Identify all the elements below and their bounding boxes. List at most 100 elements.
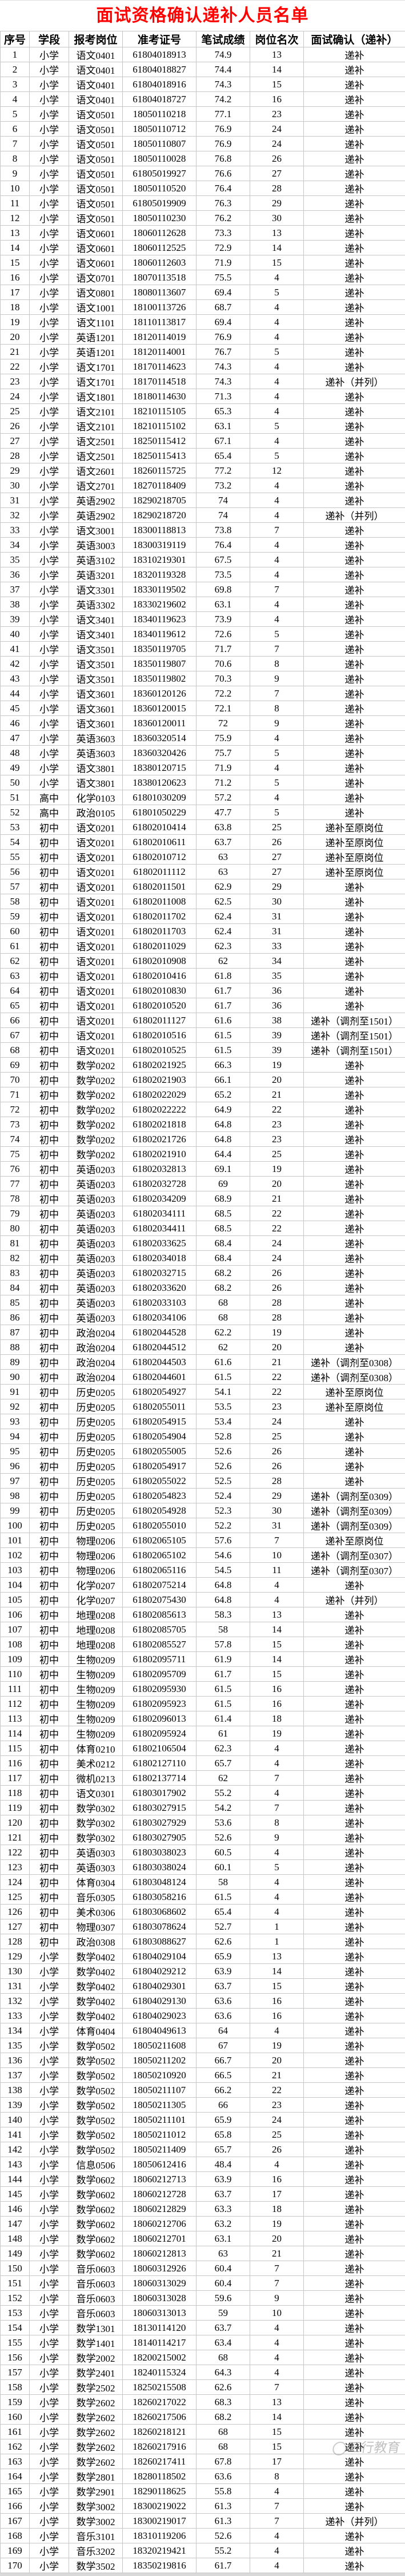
- cell-interview-confirm: 递补: [304, 478, 405, 493]
- cell-written-score: 61.5: [197, 1370, 250, 1385]
- cell-position: 数学3002: [69, 2514, 123, 2529]
- cell-written-score: 66.5: [197, 2068, 250, 2083]
- cell-interview-confirm: 递补至原岗位: [304, 1533, 405, 1548]
- cell-seq: 124: [1, 1875, 30, 1890]
- cell-interview-confirm: 递补: [304, 716, 405, 731]
- table-row: 57 初中 语文0201 61802011501 62.9 29 递补: [1, 879, 405, 894]
- cell-position-rank: 19: [250, 2217, 304, 2231]
- cell-position: 数学0202: [69, 1117, 123, 1132]
- cell-position-rank: 15: [250, 1637, 304, 1652]
- cell-position-rank: 14: [250, 62, 304, 77]
- cell-school-level: 初中: [30, 1741, 69, 1756]
- cell-seq: 70: [1, 1073, 30, 1087]
- cell-written-score: 65.8: [197, 2127, 250, 2142]
- cell-written-score: 63.7: [197, 835, 250, 850]
- cell-school-level: 初中: [30, 1266, 69, 1281]
- table-row: 149 小学 数学0602 18060212813 63 21 递补: [1, 2246, 405, 2261]
- cell-interview-confirm: 递补至原岗位: [304, 850, 405, 865]
- cell-position-rank: 4: [250, 2529, 304, 2543]
- cell-school-level: 小学: [30, 2142, 69, 2157]
- cell-ticket-number: 61802075214: [123, 1578, 197, 1593]
- cell-school-level: 小学: [30, 300, 69, 315]
- cell-seq: 63: [1, 969, 30, 983]
- cell-written-score: 67.8: [197, 2454, 250, 2469]
- cell-seq: 149: [1, 2246, 30, 2261]
- cell-school-level: 小学: [30, 2246, 69, 2261]
- cell-ticket-number: 18050211608: [123, 2038, 197, 2053]
- cell-position: 信息0506: [69, 2157, 123, 2172]
- cell-position: 语文3601: [69, 701, 123, 716]
- cell-ticket-number: 61802032813: [123, 1162, 197, 1177]
- table-row: 128 初中 政治0308 61803088627 62.6 1 递补: [1, 1934, 405, 1949]
- cell-school-level: 小学: [30, 241, 69, 255]
- cell-position: 语文3801: [69, 761, 123, 775]
- cell-seq: 46: [1, 716, 30, 731]
- cell-school-level: 小学: [30, 2499, 69, 2514]
- cell-seq: 40: [1, 627, 30, 642]
- table-row: 133 小学 数学0402 61804029023 63.6 16 递补: [1, 2009, 405, 2023]
- cell-position-rank: 23: [250, 1117, 304, 1132]
- cell-school-level: 小学: [30, 2172, 69, 2187]
- cell-seq: 10: [1, 181, 30, 196]
- cell-interview-confirm: 递补: [304, 2231, 405, 2246]
- cell-position-rank: 4: [250, 1786, 304, 1801]
- cell-school-level: 初中: [30, 865, 69, 879]
- cell-interview-confirm: 递补（并列）: [304, 1593, 405, 1607]
- cell-position: 英语0203: [69, 1236, 123, 1251]
- cell-interview-confirm: 递补: [304, 627, 405, 642]
- cell-position: 数学0302: [69, 1830, 123, 1845]
- cell-school-level: 初中: [30, 1370, 69, 1385]
- cell-ticket-number: 18300319119: [123, 538, 197, 553]
- cell-interview-confirm: 递补: [304, 2246, 405, 2261]
- cell-written-score: 65.7: [197, 2142, 250, 2157]
- cell-school-level: 小学: [30, 2543, 69, 2558]
- cell-position-rank: 9: [250, 716, 304, 731]
- cell-interview-confirm: 递补: [304, 1117, 405, 1132]
- cell-seq: 141: [1, 2127, 30, 2142]
- column-header-position-rank: 岗位名次: [250, 31, 304, 47]
- table-row: 140 小学 数学0502 18050211101 65.9 24 递补: [1, 2113, 405, 2127]
- cell-interview-confirm: 递补: [304, 1325, 405, 1340]
- cell-written-score: 54.1: [197, 1385, 250, 1399]
- cell-school-level: 小学: [30, 493, 69, 508]
- cell-position-rank: 13: [250, 47, 304, 62]
- cell-ticket-number: 61802055005: [123, 1444, 197, 1459]
- cell-interview-confirm: 递补: [304, 1578, 405, 1593]
- cell-position: 数学0402: [69, 1994, 123, 2009]
- cell-written-score: 52.4: [197, 1489, 250, 1503]
- cell-written-score: 71.2: [197, 775, 250, 790]
- cell-school-level: 小学: [30, 2321, 69, 2335]
- cell-position-rank: 4: [250, 1905, 304, 1919]
- table-row: 113 初中 生物0209 61802096013 61.4 18 递补: [1, 1711, 405, 1726]
- cell-seq: 126: [1, 1905, 30, 1919]
- table-row: 100 初中 历史0205 61802055010 52.2 31 递补（调剂至…: [1, 1518, 405, 1533]
- cell-position-rank: 27: [250, 850, 304, 865]
- cell-written-score: 68.3: [197, 2395, 250, 2410]
- cell-ticket-number: 61802034111: [123, 1206, 197, 1221]
- cell-interview-confirm: 递补: [304, 1726, 405, 1741]
- cell-ticket-number: 61803088627: [123, 1934, 197, 1949]
- cell-written-score: 64.4: [197, 1147, 250, 1162]
- cell-school-level: 小学: [30, 2454, 69, 2469]
- cell-seq: 168: [1, 2529, 30, 2543]
- cell-position-rank: 4: [250, 1890, 304, 1905]
- cell-ticket-number: 61802010908: [123, 954, 197, 969]
- cell-position: 语文0401: [69, 47, 123, 62]
- cell-position: 数学0302: [69, 1801, 123, 1815]
- cell-school-level: 小学: [30, 122, 69, 137]
- cell-ticket-number: 18340119612: [123, 627, 197, 642]
- cell-ticket-number: 61802010830: [123, 983, 197, 998]
- cell-position: 音乐0305: [69, 1890, 123, 1905]
- cell-written-score: 58: [197, 1875, 250, 1890]
- cell-ticket-number: 61802054904: [123, 1429, 197, 1444]
- cell-seq: 129: [1, 1949, 30, 1964]
- cell-position-rank: 4: [250, 389, 304, 404]
- cell-school-level: 初中: [30, 1756, 69, 1771]
- cell-school-level: 初中: [30, 1622, 69, 1637]
- cell-seq: 58: [1, 894, 30, 909]
- table-row: 31 小学 英语2902 18290218705 74 4 递补: [1, 493, 405, 508]
- cell-ticket-number: 61803068602: [123, 1905, 197, 1919]
- cell-school-level: 初中: [30, 1459, 69, 1474]
- cell-school-level: 初中: [30, 1385, 69, 1399]
- cell-ticket-number: 18050210920: [123, 2068, 197, 2083]
